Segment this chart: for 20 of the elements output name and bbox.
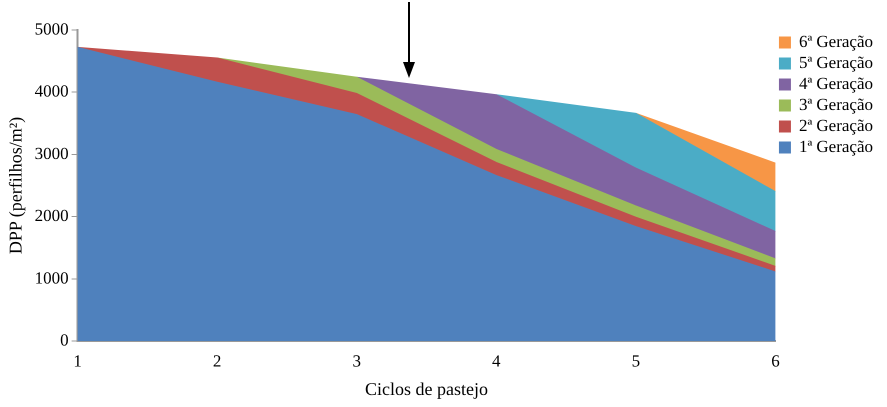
y-tick-label: 5000: [34, 19, 69, 38]
x-tick-label: 4: [492, 352, 502, 371]
x-tick-label: 6: [771, 352, 780, 371]
x-tick-label: 5: [632, 352, 640, 371]
y-tick-label: 3000: [34, 144, 69, 163]
y-tick-label: 4000: [34, 82, 69, 101]
legend-label: 4ª Geração: [798, 74, 874, 93]
legend-label: 1ª Geração: [798, 136, 874, 156]
legend-label: 6ª Geração: [798, 32, 874, 51]
legend-label: 2ª Geração: [798, 116, 874, 135]
legend-label: 3ª Geração: [798, 94, 874, 114]
y-tick-label: 1000: [34, 268, 69, 288]
x-tick-label: 3: [352, 352, 361, 371]
x-axis-title: Ciclos de pastejo: [365, 378, 488, 399]
x-tick-label: 1: [73, 352, 82, 371]
x-tick-label: 2: [212, 352, 222, 371]
y-tick-label: 2000: [34, 206, 69, 226]
y-axis-title: DPP (perfilhos/m²): [6, 116, 26, 254]
y-tick-label: 0: [60, 330, 69, 350]
legend-label: 5ª Geração: [798, 52, 874, 72]
